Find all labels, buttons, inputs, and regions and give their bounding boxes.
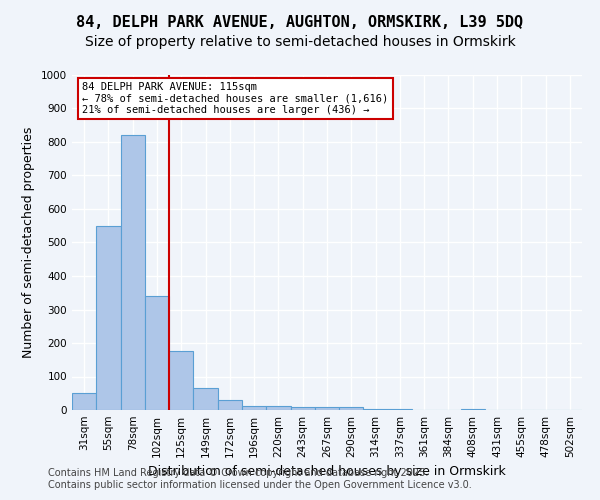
Bar [72,393,96,410]
Bar [218,400,242,410]
Bar [266,406,290,410]
Bar [242,406,266,410]
Bar [193,388,218,410]
Text: Contains HM Land Registry data © Crown copyright and database right 2025.
Contai: Contains HM Land Registry data © Crown c… [48,468,472,490]
Text: 84 DELPH PARK AVENUE: 115sqm
← 78% of semi-detached houses are smaller (1,616)
2: 84 DELPH PARK AVENUE: 115sqm ← 78% of se… [82,82,388,115]
Bar [315,407,339,410]
Bar [145,296,169,410]
Bar [169,352,193,410]
Bar [121,136,145,410]
Bar [339,408,364,410]
Bar [461,409,485,410]
Text: Size of property relative to semi-detached houses in Ormskirk: Size of property relative to semi-detach… [85,35,515,49]
Text: 84, DELPH PARK AVENUE, AUGHTON, ORMSKIRK, L39 5DQ: 84, DELPH PARK AVENUE, AUGHTON, ORMSKIRK… [76,15,524,30]
Y-axis label: Number of semi-detached properties: Number of semi-detached properties [22,127,35,358]
Bar [290,408,315,410]
X-axis label: Distribution of semi-detached houses by size in Ormskirk: Distribution of semi-detached houses by … [148,466,506,478]
Bar [96,226,121,410]
